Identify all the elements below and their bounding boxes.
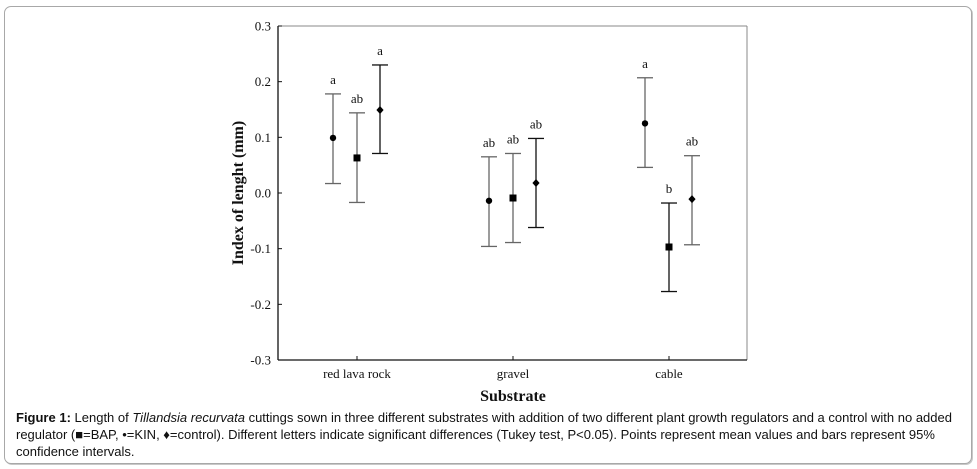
- point-control-cable: ab: [684, 134, 700, 246]
- significance-letter: a: [377, 43, 383, 58]
- x-tick-label: cable: [655, 366, 683, 381]
- point-bap-red-lava-rock: ab: [349, 91, 365, 204]
- y-tick-label: -0.2: [250, 297, 271, 312]
- x-tick-label: gravel: [497, 366, 530, 381]
- x-tick-label: red lava rock: [323, 366, 391, 381]
- point-bap-cable: b: [661, 181, 677, 293]
- significance-letter: ab: [351, 91, 363, 106]
- caption-label: Figure 1:: [16, 410, 71, 425]
- y-tick-label: 0.0: [255, 186, 271, 201]
- significance-letter: ab: [483, 135, 495, 150]
- y-tick-label: 0.3: [255, 19, 271, 34]
- significance-letter: ab: [507, 131, 519, 146]
- point-control-gravel: ab: [528, 116, 544, 229]
- x-axis-title: Substrate: [480, 388, 546, 405]
- y-tick-label: 0.2: [255, 74, 271, 89]
- point-kin-cable: a: [637, 56, 653, 169]
- marker-circle: [485, 197, 493, 204]
- point-bap-gravel: ab: [505, 131, 521, 244]
- marker-diamond: [688, 195, 696, 204]
- y-tick-label: 0.1: [255, 130, 271, 145]
- y-tick-label: -0.1: [250, 241, 271, 256]
- point-control-red-lava-rock: a: [372, 43, 388, 155]
- y-tick-label: -0.3: [250, 353, 271, 368]
- y-axis-ticks: 0.3 0.2 0.1 0.0 -0.1 -0.2 -0.3: [250, 19, 282, 368]
- point-kin-red-lava-rock: a: [325, 72, 341, 185]
- significance-letter: ab: [686, 134, 698, 149]
- figure-caption: Figure 1: Length of Tillandsia recurvata…: [16, 409, 961, 460]
- y-axis-title: Index of lenght (mm): [230, 121, 247, 265]
- caption-species: Tillandsia recurvata: [132, 410, 245, 425]
- significance-letter: a: [330, 72, 336, 87]
- significance-letter: a: [642, 56, 648, 71]
- caption-text-1: Length of: [70, 410, 133, 425]
- marker-diamond: [532, 178, 540, 187]
- marker-square: [509, 194, 517, 202]
- caption-text-2: cuttings sown in three different substra…: [16, 410, 952, 459]
- significance-letter: b: [666, 181, 673, 196]
- marker-circle: [329, 134, 337, 142]
- marker-diamond: [376, 106, 384, 115]
- point-kin-gravel: ab: [481, 135, 497, 248]
- marker-square: [665, 243, 673, 251]
- significance-letter: ab: [530, 116, 542, 131]
- x-axis-ticks: red lava rock gravel cable: [323, 356, 683, 381]
- marker-square: [353, 154, 361, 162]
- figure-frame: [4, 6, 972, 464]
- marker-circle: [641, 120, 649, 127]
